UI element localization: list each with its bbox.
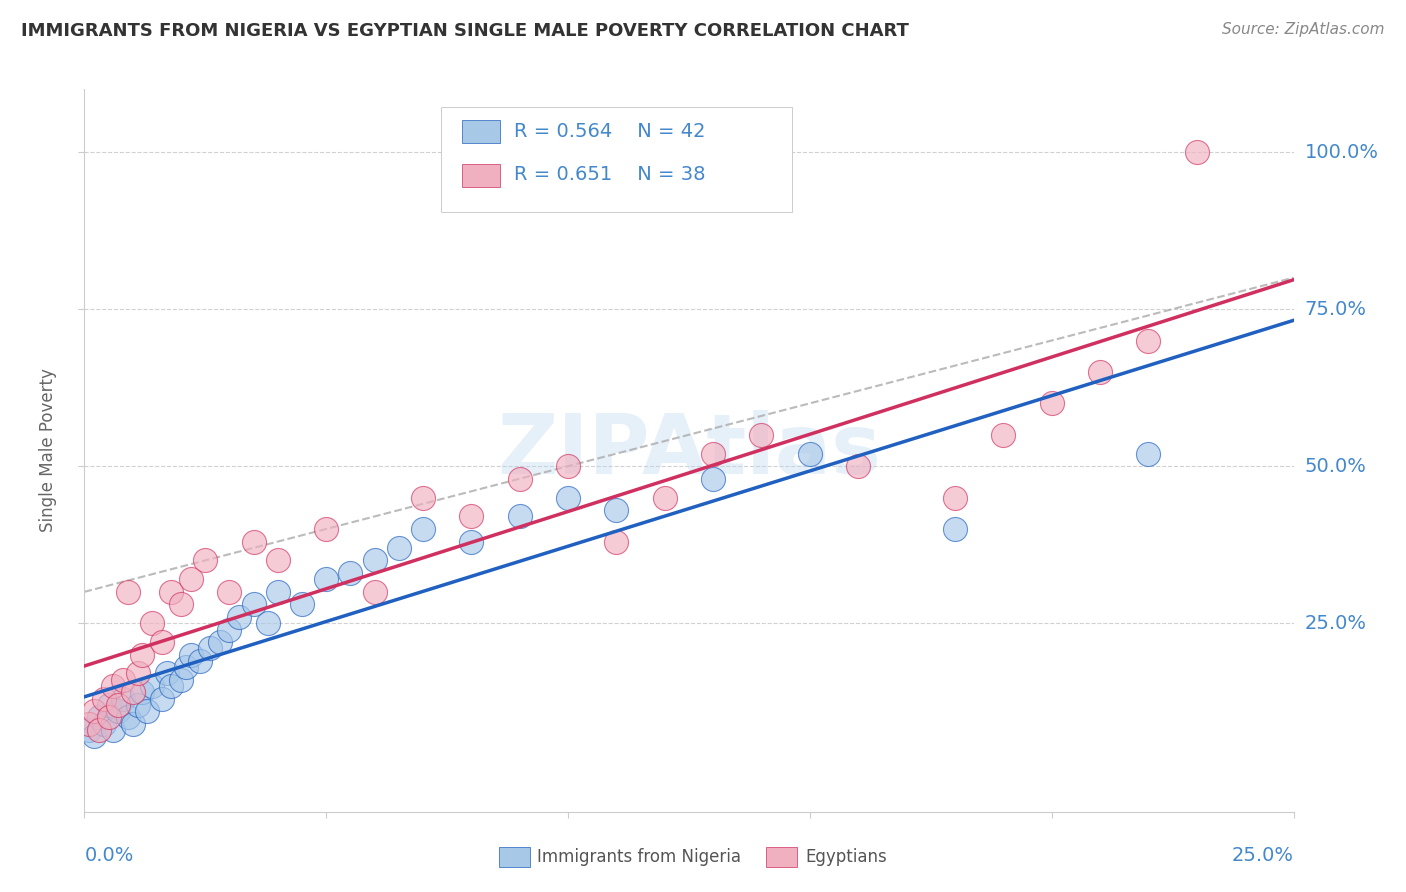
Point	[363, 553, 385, 567]
Point	[136, 704, 159, 718]
FancyBboxPatch shape	[441, 107, 792, 212]
FancyBboxPatch shape	[461, 163, 501, 186]
Text: R = 0.564    N = 42: R = 0.564 N = 42	[513, 121, 706, 141]
Point	[557, 459, 579, 474]
Point	[170, 598, 193, 612]
Point	[83, 704, 105, 718]
Text: R = 0.651    N = 38: R = 0.651 N = 38	[513, 165, 706, 184]
Point	[291, 598, 314, 612]
Point	[702, 472, 724, 486]
Point	[160, 584, 183, 599]
Point	[509, 472, 531, 486]
Point	[121, 685, 143, 699]
Point	[208, 635, 231, 649]
Point	[846, 459, 869, 474]
Point	[339, 566, 361, 580]
Point	[218, 623, 240, 637]
Point	[97, 710, 120, 724]
Point	[170, 673, 193, 687]
Point	[654, 491, 676, 505]
Point	[412, 491, 434, 505]
Point	[107, 704, 129, 718]
Text: Source: ZipAtlas.com: Source: ZipAtlas.com	[1222, 22, 1385, 37]
Point	[267, 553, 290, 567]
Point	[267, 584, 290, 599]
Point	[155, 666, 177, 681]
Point	[180, 648, 202, 662]
Point	[605, 534, 627, 549]
Point	[943, 522, 966, 536]
Point	[174, 660, 197, 674]
Y-axis label: Single Male Poverty: Single Male Poverty	[39, 368, 58, 533]
Point	[107, 698, 129, 712]
Point	[242, 534, 264, 549]
Point	[83, 729, 105, 743]
Point	[198, 641, 221, 656]
Point	[97, 698, 120, 712]
Point	[112, 673, 135, 687]
Point	[702, 447, 724, 461]
Point	[1137, 447, 1160, 461]
Text: 100.0%: 100.0%	[1305, 143, 1379, 161]
Text: Immigrants from Nigeria: Immigrants from Nigeria	[537, 848, 741, 866]
Point	[121, 716, 143, 731]
Point	[160, 679, 183, 693]
Point	[1088, 365, 1111, 379]
Point	[943, 491, 966, 505]
Point	[751, 427, 773, 442]
Point	[190, 654, 212, 668]
Point	[93, 716, 115, 731]
Point	[1185, 145, 1208, 159]
Point	[257, 616, 280, 631]
Point	[412, 522, 434, 536]
Point	[87, 710, 110, 724]
Point	[127, 698, 149, 712]
Point	[77, 723, 100, 737]
Point	[103, 679, 125, 693]
Text: 0.0%: 0.0%	[84, 847, 134, 865]
Point	[141, 616, 163, 631]
Text: 75.0%: 75.0%	[1305, 300, 1367, 318]
Point	[150, 691, 173, 706]
Point	[799, 447, 821, 461]
Point	[131, 685, 153, 699]
Point	[460, 534, 482, 549]
Point	[605, 503, 627, 517]
Text: 50.0%: 50.0%	[1305, 457, 1367, 475]
Point	[77, 716, 100, 731]
Point	[93, 691, 115, 706]
Point	[103, 723, 125, 737]
Text: 25.0%: 25.0%	[1305, 614, 1367, 632]
Point	[127, 666, 149, 681]
Point	[509, 509, 531, 524]
Point	[180, 572, 202, 586]
Point	[131, 648, 153, 662]
Point	[194, 553, 217, 567]
Text: IMMIGRANTS FROM NIGERIA VS EGYPTIAN SINGLE MALE POVERTY CORRELATION CHART: IMMIGRANTS FROM NIGERIA VS EGYPTIAN SING…	[21, 22, 908, 40]
Point	[315, 572, 337, 586]
Point	[363, 584, 385, 599]
Text: ZIPAtlas: ZIPAtlas	[496, 410, 882, 491]
Point	[112, 691, 135, 706]
Point	[388, 541, 411, 555]
Point	[315, 522, 337, 536]
Point	[557, 491, 579, 505]
Point	[141, 679, 163, 693]
Point	[242, 598, 264, 612]
Point	[218, 584, 240, 599]
Point	[460, 509, 482, 524]
Point	[1040, 396, 1063, 410]
Point	[87, 723, 110, 737]
Point	[117, 584, 139, 599]
Point	[150, 635, 173, 649]
Text: 25.0%: 25.0%	[1232, 847, 1294, 865]
Point	[228, 610, 250, 624]
Point	[117, 710, 139, 724]
Point	[1137, 334, 1160, 348]
Text: Egyptians: Egyptians	[806, 848, 887, 866]
FancyBboxPatch shape	[461, 120, 501, 144]
Point	[993, 427, 1015, 442]
